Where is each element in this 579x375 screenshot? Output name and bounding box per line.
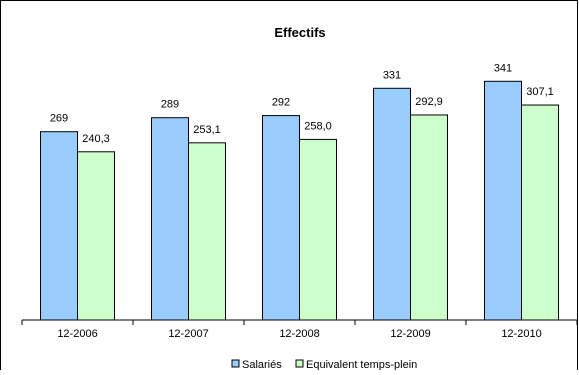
x-tick-label: 12-2006 xyxy=(57,328,97,340)
x-tick-label: 12-2007 xyxy=(168,328,208,340)
data-label: 292,9 xyxy=(415,96,443,108)
data-label: 307,1 xyxy=(526,86,554,98)
bar-etp-12-2009 xyxy=(410,114,448,321)
data-label: 331 xyxy=(383,69,401,81)
legend-label: Equivalent temps-plein xyxy=(306,359,417,370)
bar-salaries-12-2009 xyxy=(373,87,411,321)
bar-salaries-12-2007 xyxy=(151,117,189,321)
plot-area: 269 240,3 12-2006 289 253,1 12-2007 292 258,0 12… xyxy=(21,62,578,340)
bar-salaries-12-2010 xyxy=(484,80,522,321)
legend-swatch xyxy=(231,359,240,368)
data-label: 292 xyxy=(272,97,290,109)
bar-etp-12-2010 xyxy=(521,104,559,321)
x-tick-label: 12-2009 xyxy=(390,328,430,340)
bar-etp-12-2006 xyxy=(77,151,115,321)
data-label: 258,0 xyxy=(304,120,332,132)
x-tick-label: 12-2010 xyxy=(501,328,541,340)
legend: Salariés Equivalent temps-plein xyxy=(231,359,417,371)
data-label: 240,3 xyxy=(82,133,110,145)
x-tick-label: 12-2008 xyxy=(279,328,319,340)
bar-etp-12-2008 xyxy=(299,138,337,321)
chart-title: Effectifs xyxy=(274,25,325,40)
data-label: 289 xyxy=(161,99,179,111)
bar-etp-12-2007 xyxy=(188,142,226,321)
legend-label: Salariés xyxy=(242,359,282,370)
data-label: 341 xyxy=(494,62,512,74)
data-label: 269 xyxy=(50,113,68,125)
bar-salaries-12-2006 xyxy=(40,131,78,321)
data-label: 253,1 xyxy=(193,124,221,136)
legend-swatch xyxy=(295,359,304,368)
bar-salaries-12-2008 xyxy=(262,115,300,321)
